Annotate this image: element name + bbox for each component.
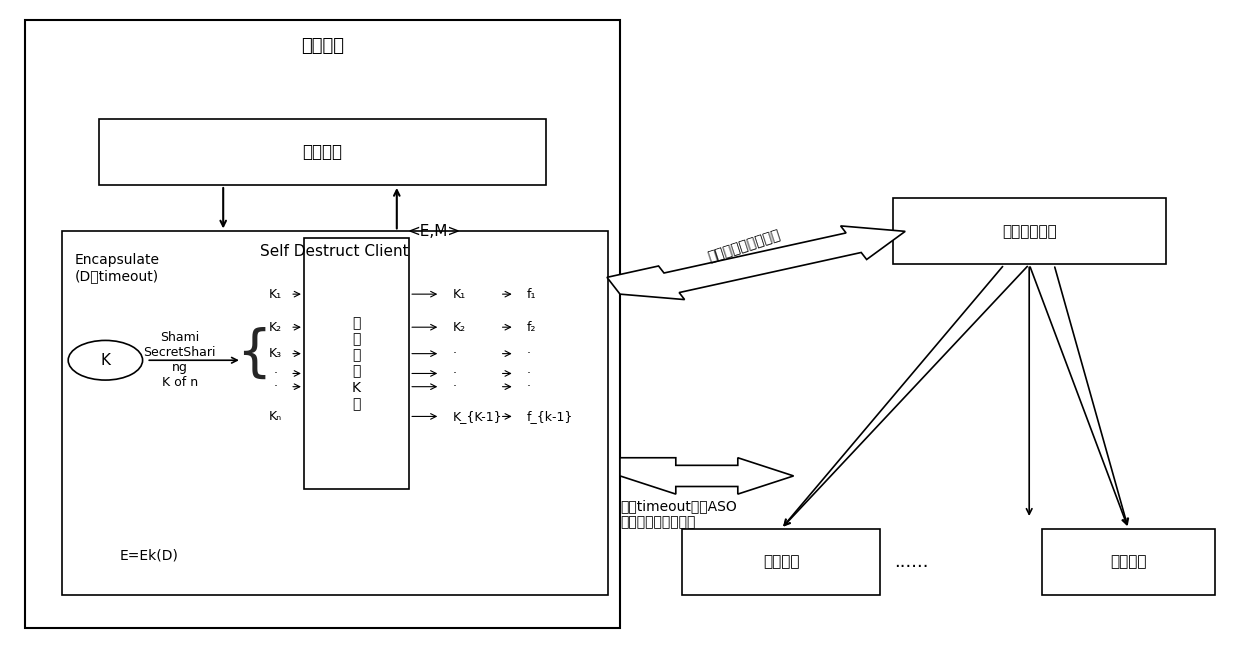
FancyBboxPatch shape — [304, 238, 409, 489]
Text: K₃: K₃ — [269, 347, 281, 360]
Polygon shape — [620, 457, 794, 494]
Text: f_{k-1}: f_{k-1} — [527, 410, 573, 423]
FancyBboxPatch shape — [99, 119, 546, 185]
Text: 根据timeout创建ASO
并写入密钥等分数据: 根据timeout创建ASO 并写入密钥等分数据 — [620, 499, 737, 529]
Polygon shape — [608, 226, 905, 299]
Text: 创建文件请求与响应: 创建文件请求与响应 — [706, 228, 782, 264]
FancyBboxPatch shape — [1042, 529, 1215, 595]
Text: ·: · — [273, 367, 278, 380]
FancyBboxPatch shape — [682, 529, 880, 595]
FancyBboxPatch shape — [25, 20, 620, 628]
Text: 存储节点: 存储节点 — [1110, 555, 1147, 569]
Text: Kₙ: Kₙ — [269, 410, 281, 423]
Text: ......: ...... — [894, 553, 929, 571]
Text: ·: · — [273, 380, 278, 393]
Text: 存储节点: 存储节点 — [763, 555, 800, 569]
Text: 元数据服务器: 元数据服务器 — [1002, 224, 1056, 239]
Text: {: { — [237, 327, 272, 381]
Text: Shami
SecretShari
ng
K of n: Shami SecretShari ng K of n — [144, 331, 216, 389]
Text: 应用程序: 应用程序 — [301, 37, 343, 56]
Text: K: K — [100, 353, 110, 368]
Text: f₂: f₂ — [527, 321, 537, 334]
Text: K₁: K₁ — [269, 288, 281, 301]
Text: ·: · — [453, 380, 456, 393]
Text: <E,M>: <E,M> — [408, 224, 460, 239]
Text: ·: · — [527, 367, 531, 380]
Text: f₁: f₁ — [527, 288, 537, 301]
Text: Self Destruct Client: Self Destruct Client — [260, 244, 409, 258]
Text: E=Ek(D): E=Ek(D) — [119, 548, 179, 563]
Text: ·: · — [453, 347, 456, 360]
Text: ·: · — [527, 347, 531, 360]
Text: 随
机
选
取
K
份: 随 机 选 取 K 份 — [352, 316, 361, 411]
Text: K₂: K₂ — [269, 321, 281, 334]
Text: ·: · — [453, 367, 456, 380]
Text: ·: · — [527, 380, 531, 393]
Text: 文件管理: 文件管理 — [303, 143, 342, 161]
Text: K_{K-1}: K_{K-1} — [453, 410, 502, 423]
Text: K₂: K₂ — [453, 321, 466, 334]
Text: Encapsulate
(D，timeout): Encapsulate (D，timeout) — [74, 253, 160, 283]
FancyBboxPatch shape — [62, 231, 608, 595]
Text: K₁: K₁ — [453, 288, 466, 301]
FancyBboxPatch shape — [893, 198, 1166, 264]
